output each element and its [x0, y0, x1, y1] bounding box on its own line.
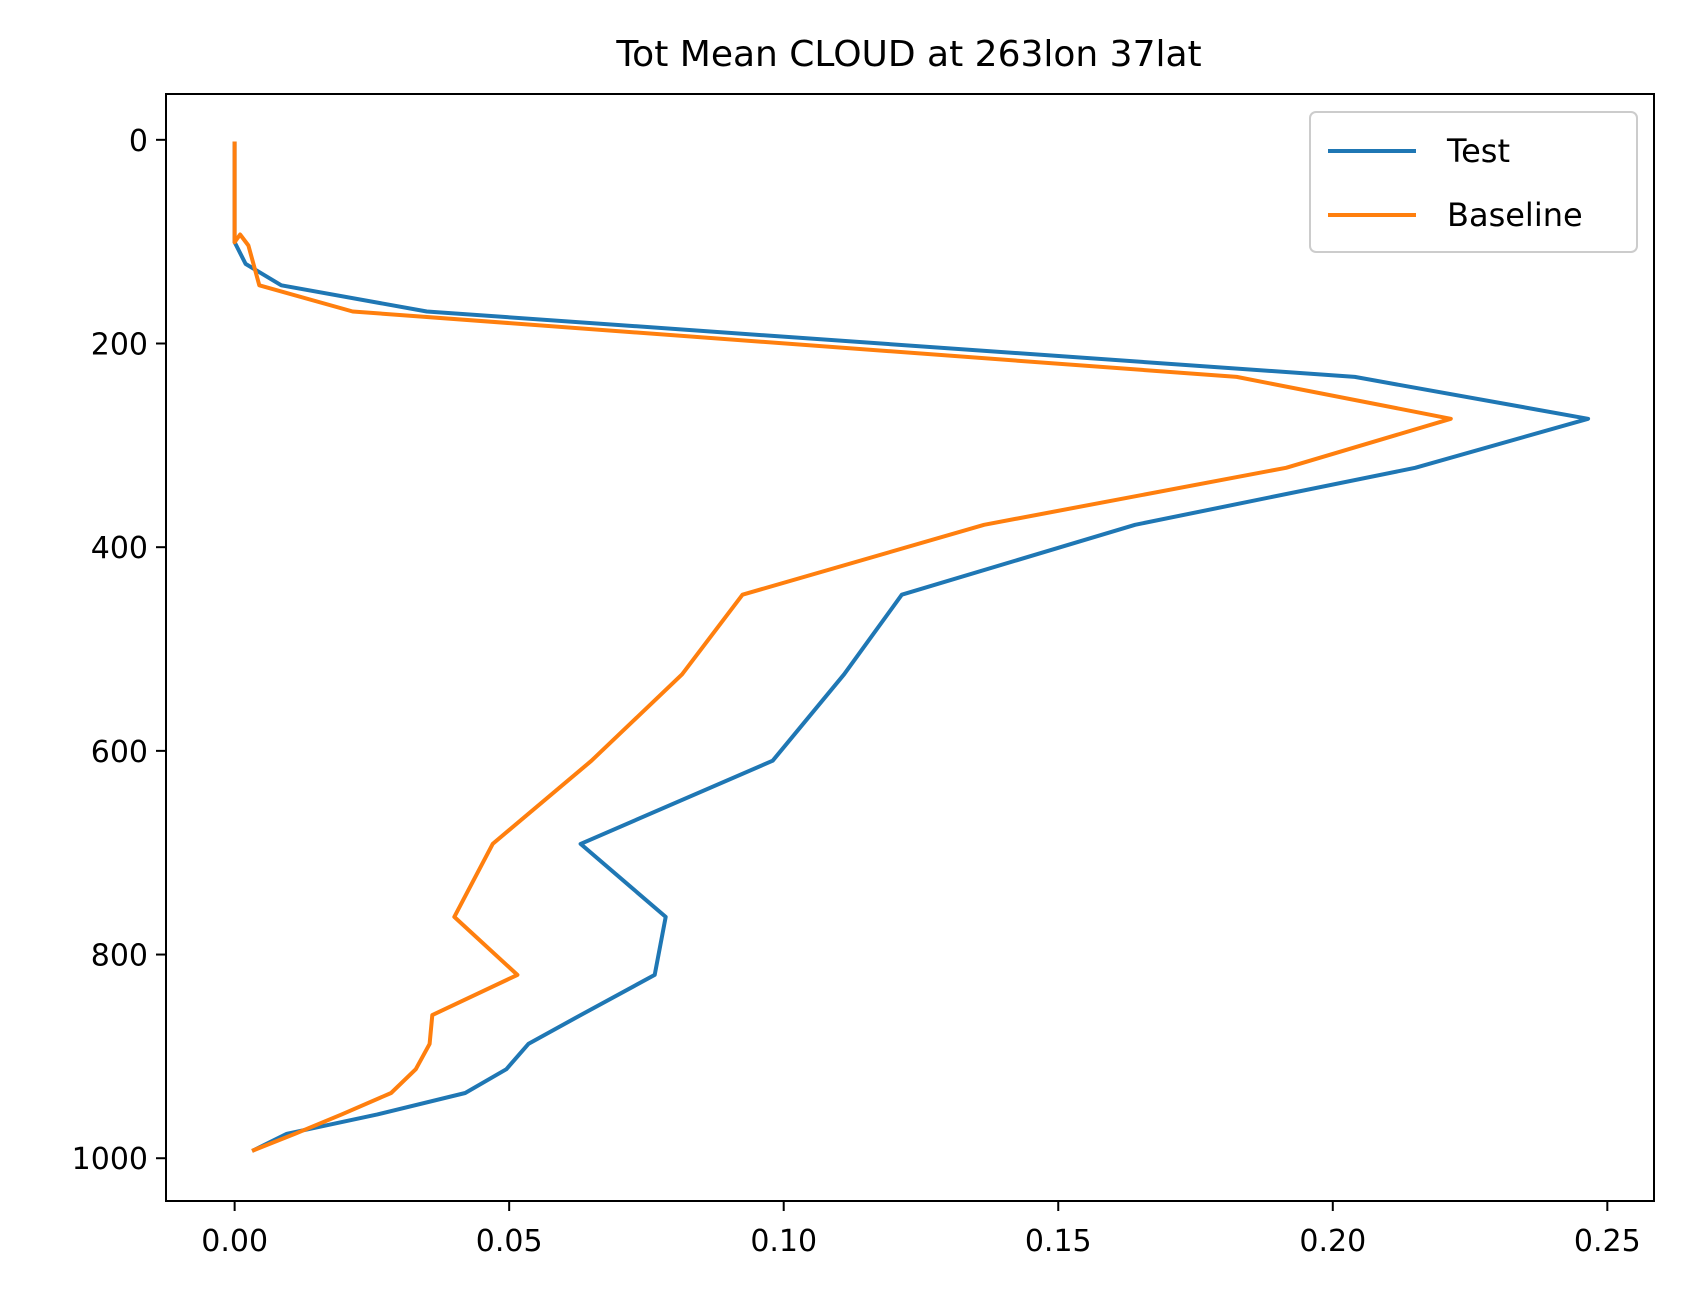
y-tick-label: 200 [91, 328, 148, 363]
legend-label-baseline: Baseline [1447, 196, 1583, 234]
legend-label-test: Test [1446, 132, 1510, 170]
series-line-baseline [232, 141, 1453, 1153]
legend: Test Baseline [1309, 111, 1638, 253]
y-tick-label: 600 [91, 735, 148, 770]
x-tick-label: 0.20 [1299, 1224, 1366, 1259]
series-layer [232, 141, 1591, 1153]
x-axis: 0.00 0.05 0.10 0.15 0.20 0.25 [201, 1201, 1641, 1259]
y-tick-label: 1000 [72, 1142, 148, 1177]
chart-title: Tot Mean CLOUD at 263lon 37lat [615, 34, 1201, 75]
x-tick-label: 0.05 [476, 1224, 543, 1259]
y-tick-label: 0 [129, 124, 148, 159]
series-line-test [232, 141, 1591, 1153]
plot-frame [165, 93, 1655, 1202]
x-tick-label: 0.15 [1025, 1224, 1092, 1259]
x-tick-label: 0.00 [201, 1224, 268, 1259]
x-tick-label: 0.25 [1574, 1224, 1641, 1259]
x-tick-label: 0.10 [750, 1224, 817, 1259]
y-tick-label: 800 [91, 939, 148, 974]
y-tick-label: 400 [91, 531, 148, 566]
y-axis: 0 200 400 600 800 1000 [72, 124, 166, 1177]
